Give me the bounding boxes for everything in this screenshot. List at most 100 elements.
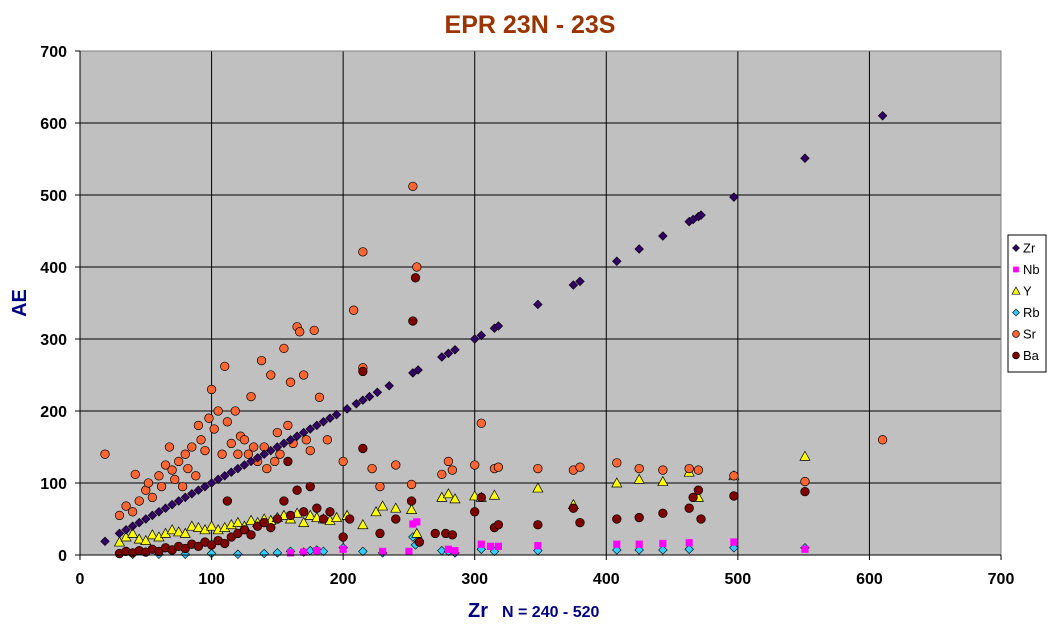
point-sr <box>206 384 217 395</box>
point-zr <box>877 111 888 121</box>
point-sr <box>338 456 348 467</box>
point-sr <box>299 370 309 380</box>
legend-marker-y <box>1011 286 1021 295</box>
point-zr <box>372 387 383 398</box>
point-ba <box>220 538 230 549</box>
point-sr <box>180 449 190 459</box>
point-sr <box>877 435 888 445</box>
y-tick-label: 100 <box>40 476 67 493</box>
point-y <box>405 503 418 514</box>
point-ba <box>729 491 739 501</box>
point-y <box>532 482 544 493</box>
point-nb <box>313 547 321 555</box>
point-zr <box>200 481 210 492</box>
point-sr <box>270 456 280 467</box>
point-zr <box>246 456 256 467</box>
point-nb <box>444 545 452 553</box>
point-sr <box>634 463 644 474</box>
point-sr <box>239 435 250 445</box>
point-ba <box>272 514 283 524</box>
legend-label-y: Y <box>1023 284 1032 299</box>
point-y <box>370 506 382 517</box>
x-tick-label: 300 <box>461 571 488 588</box>
point-zr <box>729 192 739 202</box>
point-sr <box>305 445 315 456</box>
series-zr <box>100 111 888 547</box>
point-sr <box>193 420 204 431</box>
legend-box <box>1007 234 1047 373</box>
point-y <box>146 529 158 540</box>
point-sr <box>230 406 240 416</box>
point-zr <box>800 153 810 164</box>
point-y <box>488 489 501 500</box>
point-sr <box>279 343 289 354</box>
point-nb <box>685 539 693 547</box>
point-rb <box>476 544 487 554</box>
point-ba <box>658 508 668 518</box>
point-ba <box>476 492 486 503</box>
point-zr <box>612 256 622 266</box>
point-nb <box>659 539 667 548</box>
point-sr <box>285 377 296 387</box>
point-sr <box>266 370 276 380</box>
point-ba <box>259 517 269 528</box>
point-sr <box>262 463 272 474</box>
point-ba <box>338 532 348 542</box>
y-tick-label: 200 <box>40 404 67 421</box>
point-sr <box>309 325 319 336</box>
point-y <box>232 516 244 527</box>
point-rb <box>729 543 739 553</box>
point-sr <box>127 507 138 517</box>
point-zr <box>318 417 329 427</box>
point-sr <box>209 424 219 434</box>
point-sr <box>130 469 140 480</box>
point-zr <box>233 463 243 474</box>
point-ba <box>318 514 329 524</box>
point-zr <box>305 424 315 434</box>
point-sr <box>800 476 810 487</box>
point-ba <box>533 520 543 530</box>
point-y <box>245 514 257 525</box>
point-ba <box>180 543 190 554</box>
point-sr <box>301 435 311 445</box>
point-zr <box>173 496 184 506</box>
x-axis-label: Zr <box>468 600 488 622</box>
point-ba <box>358 366 368 377</box>
point-zr <box>285 435 296 445</box>
point-y <box>442 488 454 499</box>
point-y <box>186 520 198 531</box>
point-nb <box>730 538 738 546</box>
point-y <box>166 524 178 535</box>
point-zr <box>292 431 302 441</box>
point-zr <box>384 381 394 391</box>
point-sr <box>412 262 422 272</box>
point-rb <box>658 545 668 555</box>
point-zr <box>443 348 454 359</box>
y-tick-label: 300 <box>40 332 67 349</box>
point-sr <box>143 478 154 488</box>
y-tick-label: 400 <box>40 260 67 277</box>
point-zr <box>259 449 269 459</box>
point-y <box>611 477 623 488</box>
point-zr <box>114 528 125 539</box>
point-zr <box>147 510 158 521</box>
point-nb <box>300 548 308 556</box>
chart-title: EPR 23N - 23S <box>445 11 616 39</box>
point-sr <box>729 471 739 481</box>
point-ba <box>299 507 309 517</box>
point-sr <box>295 327 305 337</box>
legend-label-nb: Nb <box>1023 262 1040 277</box>
point-y <box>377 500 389 511</box>
point-sr <box>246 391 256 402</box>
point-zr <box>154 507 164 517</box>
point-ba <box>693 485 704 495</box>
point-ba <box>358 443 368 454</box>
point-zr <box>127 521 138 531</box>
point-nb <box>477 540 485 548</box>
point-sr <box>222 417 233 427</box>
point-ba <box>345 514 355 524</box>
point-zr <box>180 492 190 503</box>
point-sr <box>174 456 184 467</box>
point-zr <box>167 499 177 510</box>
